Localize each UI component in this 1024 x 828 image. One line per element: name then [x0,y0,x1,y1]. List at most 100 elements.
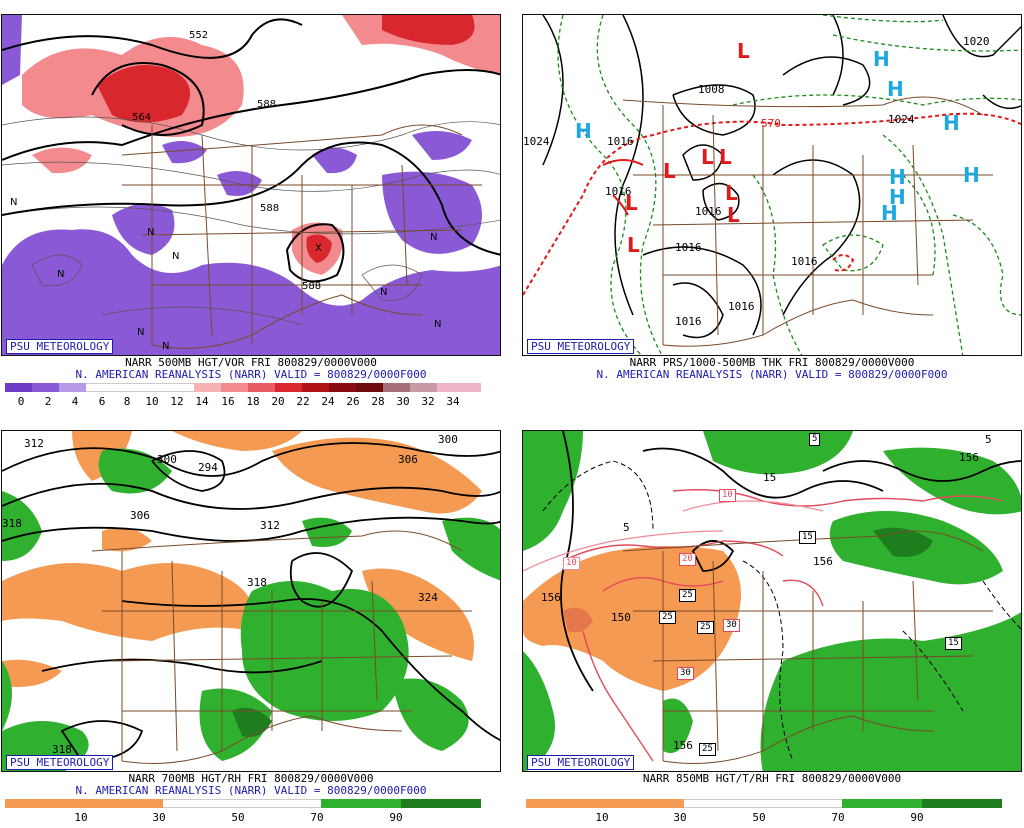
rh-color-bar [526,799,1002,808]
isotherm-label: 5 [809,433,821,446]
contour-label: 306 [398,453,418,466]
isotherm-label: 25 [659,611,676,624]
color-swatch [922,799,1002,808]
vorticity-min-area [2,15,22,85]
legend-tick: 22 [296,395,310,408]
vorticity-min-area [217,171,262,196]
map-surface-graphics: 1008 1016 1016 1016 1016 1016 1024 1024 … [523,15,1021,355]
contour-label: 570 [761,117,781,130]
center-n: N [137,327,144,338]
high-pressure-center: H [887,77,904,101]
moist-area [523,431,583,551]
moist-area [240,581,409,721]
map-850mb-graphics: 156 150 156 156 156 15 5 5 [523,431,1021,771]
contour-label: 5 [985,433,992,446]
isotherm-label: 20 [679,553,696,566]
legend-tick: 14 [195,395,209,408]
psu-meteorology-badge: PSU METEOROLOGY [527,755,635,770]
legend-tick: 30 [396,395,410,408]
legend-tick: 70 [310,811,324,824]
contour-label: 552 [189,30,208,41]
isotherm-label: 15 [799,531,816,544]
high-pressure-center: H [873,47,890,71]
legend-tick: 18 [246,395,260,408]
color-swatch [275,383,302,392]
color-swatch [221,383,248,392]
vorticity-max-area [32,147,92,174]
contour-label: 300 [438,433,458,446]
color-swatch [163,799,321,808]
color-swatch [86,383,194,392]
contour-label: 324 [418,591,438,604]
legend-tick: 6 [98,395,106,408]
color-swatch [356,383,383,392]
legend-tick: 0 [17,395,25,408]
panel-title: NARR PRS/1000-500MB THK FRI 800829/0000V… [629,356,915,369]
legend-tick: 90 [910,811,924,824]
contour-label: 150 [611,611,631,624]
contour-label: 1016 [605,185,632,198]
color-swatch [383,383,410,392]
contour-label: 564 [132,112,151,123]
map-700mb: 312 300 294 306 300 306 318 312 318 324 … [1,430,501,772]
center-n: N [172,251,179,262]
map-500mb-graphics: N N N N N N N N N X 552 564 588 588 588 [2,15,500,355]
isotherm-label: 30 [723,619,740,632]
center-x: X [315,243,322,254]
moist-area [663,698,693,753]
color-swatch [32,383,59,392]
dry-area [563,607,593,633]
low-pressure-center: L [737,39,750,63]
color-swatch [321,799,401,808]
isotherm-label: 15 [945,637,962,650]
color-swatch [302,383,329,392]
legend-tick: 8 [123,395,131,408]
low-pressure-center: L [725,181,738,205]
center-n: N [434,319,441,330]
map-surface-pressure: 1008 1016 1016 1016 1016 1016 1024 1024 … [522,14,1022,356]
high-pressure-center: H [963,163,980,187]
legend-tick: 26 [346,395,360,408]
center-n: N [162,341,169,352]
color-swatch [194,383,221,392]
low-pressure-center: L [627,233,640,257]
moist-area [199,688,272,761]
contour-label: 306 [130,509,150,522]
low-pressure-center: L [625,191,638,215]
isotherm-label: 25 [699,743,716,756]
low-pressure-center: L [663,159,676,183]
legend-tick: 30 [673,811,687,824]
color-swatch [437,383,481,392]
panel-850mb: 156 150 156 156 156 15 5 5 10 20 25 25 2… [522,430,1022,828]
legend-tick: 50 [231,811,245,824]
vorticity-min-area [112,203,175,255]
contour-label: 312 [260,519,280,532]
contour-label: 588 [257,99,276,110]
panel-title: NARR 500MB HGT/VOR FRI 800829/0000V000 [125,356,377,369]
contour-label: 300 [157,453,177,466]
contour-label: 1008 [698,83,725,96]
contour-label: 318 [247,576,267,589]
color-swatch [401,799,481,808]
high-pressure-center: H [943,111,960,135]
psu-meteorology-badge: PSU METEOROLOGY [6,339,114,354]
moist-area [392,678,469,751]
contour-label: 312 [24,437,44,450]
isotherm-label: 30 [677,667,694,680]
panel-title: NARR 850MB HGT/T/RH FRI 800829/0000V000 [642,772,902,785]
psu-meteorology-badge: PSU METEOROLOGY [6,755,114,770]
center-n: N [147,227,154,238]
contour-label: 318 [2,517,22,530]
legend-tick: 28 [371,395,385,408]
panel-valid-time: N. AMERICAN REANALYSIS (NARR) VALID = 80… [75,784,427,797]
low-pressure-center: L [727,203,740,227]
map-500mb: N N N N N N N N N X 552 564 588 588 588 … [1,14,501,356]
contour-label: 1016 [607,135,634,148]
contour-label: 1016 [675,241,702,254]
moist-area [232,707,272,737]
high-pressure-center: H [889,165,906,189]
contour-label: 588 [260,203,279,214]
low-pressure-center: L [719,145,732,169]
panel-title: NARR 700MB HGT/RH FRI 800829/0000V000 [128,772,374,785]
moist-area [760,612,1021,771]
